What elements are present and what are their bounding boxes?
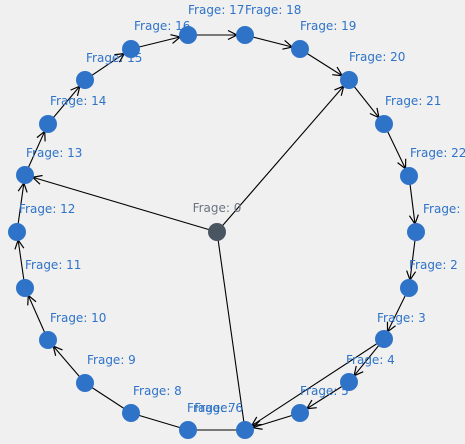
edge-line: [244, 412, 301, 431]
node-18[interactable]: [236, 26, 254, 44]
edge-line: [348, 79, 385, 125]
node-17[interactable]: [179, 26, 197, 44]
node-label-12: Frage: 12: [19, 202, 75, 216]
node-label-2: Frage: 2: [409, 258, 458, 272]
node-label-11: Frage: 11: [25, 258, 81, 272]
node-7[interactable]: [179, 421, 197, 439]
node-2[interactable]: [400, 279, 418, 297]
node-19[interactable]: [291, 40, 309, 58]
node-21[interactable]: [375, 115, 393, 133]
node-0[interactable]: [208, 223, 226, 241]
node-label-4: Frage: 4: [346, 353, 395, 367]
node-label-22: Frage: 22: [410, 146, 465, 160]
node-13[interactable]: [16, 166, 34, 184]
node-label-20: Frage: 20: [349, 50, 405, 64]
node-label-9: Frage: 9: [87, 353, 136, 367]
node-label-17: Frage: 17: [188, 3, 244, 17]
edge-line: [299, 381, 350, 414]
node-5[interactable]: [291, 404, 309, 422]
node-4[interactable]: [340, 373, 358, 391]
edge-line: [383, 287, 410, 340]
node-label-7: Frage: 7: [187, 401, 236, 415]
edge-line: [299, 48, 350, 81]
edge-line: [130, 412, 189, 431]
node-label-5: Frage: 5: [300, 384, 349, 398]
node-10[interactable]: [39, 331, 57, 349]
node-label-16: Frage: 16: [134, 19, 190, 33]
node-label-15: Frage: 15: [86, 51, 142, 65]
edge-line: [47, 79, 86, 125]
node-label-13: Frage: 13: [26, 146, 82, 160]
edge-line: [244, 338, 385, 431]
edge-line: [24, 287, 49, 341]
edge-7-8: [130, 412, 189, 431]
node-label-0: Frage: 0: [193, 201, 242, 215]
edge-line: [16, 231, 26, 289]
node-label-6: Frage: 6: [194, 401, 243, 415]
node-label-14: Frage: 14: [50, 94, 106, 108]
node-label-21: Frage: 21: [385, 94, 441, 108]
node-15[interactable]: [76, 71, 94, 89]
node-3[interactable]: [375, 330, 393, 348]
node-label-3: Frage: 3: [377, 311, 426, 325]
edge-line: [84, 382, 132, 414]
edge-line: [216, 231, 246, 431]
node-12[interactable]: [8, 223, 26, 241]
edge-line: [408, 175, 417, 233]
node-label-1: Frage: 1: [423, 202, 465, 216]
edge-line: [16, 174, 26, 233]
edge-line: [216, 79, 350, 233]
edge-8-9: [84, 382, 132, 414]
edge-line: [244, 34, 301, 50]
edge-0-6: [216, 231, 246, 431]
node-22[interactable]: [400, 167, 418, 185]
node-label-8: Frage: 8: [133, 384, 182, 398]
edge-line: [383, 123, 410, 177]
node-label-10: Frage: 10: [50, 311, 106, 325]
nodes-layer: [8, 26, 425, 439]
edge-line: [130, 34, 189, 50]
node-16[interactable]: [122, 40, 140, 58]
labels-layer: Frage: 0 Frage: 1 Frage: 2 Frage: 3 Frage: 4…: [19, 3, 465, 415]
edge-line: [47, 339, 86, 384]
node-20[interactable]: [340, 71, 358, 89]
node-label-18: Frage: 18: [245, 3, 301, 17]
node-1[interactable]: [407, 223, 425, 241]
edge-line: [408, 231, 417, 289]
node-8[interactable]: [122, 404, 140, 422]
node-11[interactable]: [16, 279, 34, 297]
edge-line: [24, 174, 218, 233]
node-6[interactable]: [236, 421, 254, 439]
node-label-19: Frage: 19: [300, 19, 356, 33]
node-9[interactable]: [76, 374, 94, 392]
node-14[interactable]: [39, 115, 57, 133]
